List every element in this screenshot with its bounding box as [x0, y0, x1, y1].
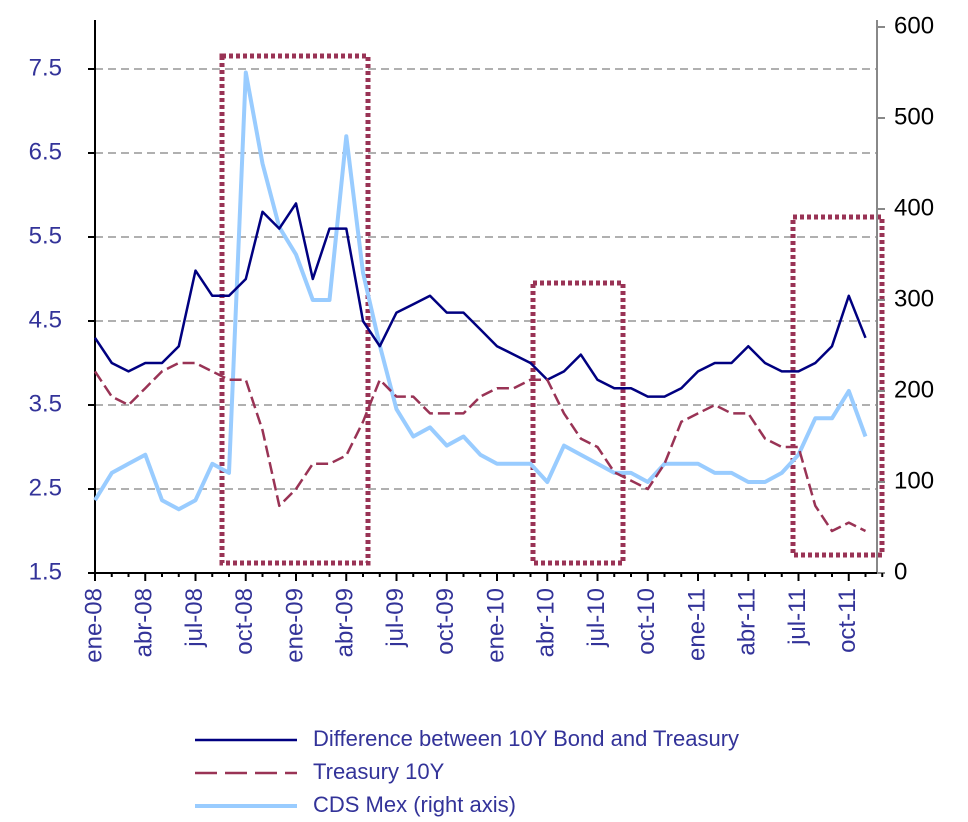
x-tick-label: ene-11 — [683, 588, 710, 661]
y2-tick-label: 400 — [894, 194, 934, 221]
x-tick-label: ene-10 — [482, 588, 509, 663]
y2-tick-label: 600 — [894, 12, 934, 39]
x-tick-label: jul-10 — [583, 588, 610, 648]
highlight-box — [790, 214, 885, 558]
y-tick-label: 7.5 — [29, 54, 62, 81]
x-tick-label: jul-09 — [382, 588, 409, 648]
y-tick-label: 5.5 — [29, 222, 62, 249]
y2-tick-label: 0 — [894, 558, 907, 585]
y-tick-label: 3.5 — [29, 390, 62, 417]
x-tick-label: abr-11 — [734, 588, 761, 656]
highlight-box — [219, 53, 371, 566]
x-tick-label: oct-08 — [231, 588, 258, 655]
y-tick-label: 6.5 — [29, 138, 62, 165]
x-tick-label: abr-08 — [131, 588, 158, 657]
y-tick-label: 1.5 — [29, 558, 62, 585]
y-tick-label: 2.5 — [29, 474, 62, 501]
series-line — [93, 202, 867, 398]
x-tick-label: oct-11 — [834, 588, 861, 653]
x-tick-label: jul-11 — [784, 588, 811, 646]
highlight-box — [530, 280, 626, 566]
x-tick-label: ene-09 — [281, 588, 308, 663]
y2-tick-label: 300 — [894, 285, 934, 312]
y2-tick-label: 100 — [894, 467, 934, 494]
legend-label: CDS Mex (right axis) — [313, 792, 516, 817]
x-tick-label: oct-10 — [633, 588, 660, 655]
highlight-boxes — [219, 53, 885, 566]
y-tick-label: 4.5 — [29, 306, 62, 333]
x-tick-label: oct-09 — [432, 588, 459, 655]
legend-label: Treasury 10Y — [313, 759, 445, 784]
y2-tick-label: 200 — [894, 376, 934, 403]
x-tick-label: abr-10 — [533, 588, 560, 657]
series-line — [93, 70, 868, 512]
x-tick-label: abr-09 — [332, 588, 359, 657]
series-line — [93, 361, 867, 533]
x-tick-label: ene-08 — [80, 588, 107, 663]
x-tick-label: jul-08 — [181, 588, 208, 648]
grid — [95, 68, 877, 490]
y2-tick-label: 500 — [894, 103, 934, 130]
legend-label: Difference between 10Y Bond and Treasury — [313, 726, 739, 751]
